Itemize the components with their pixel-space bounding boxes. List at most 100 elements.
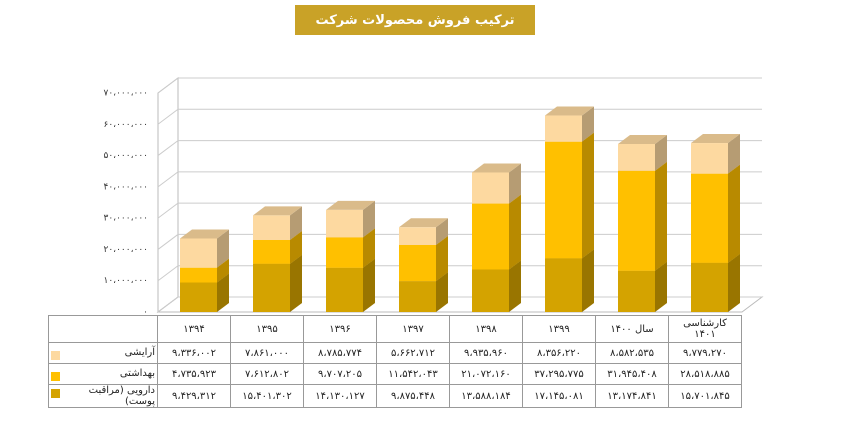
- bar: [691, 164, 740, 263]
- bar-top: [399, 218, 448, 228]
- bar-front: [399, 281, 436, 312]
- bar-front: [180, 238, 217, 268]
- category-label: ۱۳۹۴: [157, 315, 231, 343]
- bar-top: [253, 206, 302, 216]
- value-label: ۹،۹۳۵،۹۶۰: [449, 342, 523, 364]
- value-label: ۳۱،۹۴۵،۴۰۸: [595, 363, 669, 385]
- bar-front: [472, 203, 509, 270]
- bar-side: [290, 254, 302, 312]
- bar-front: [545, 258, 582, 312]
- y-tick-label: ۷۰،۰۰۰،۰۰۰: [104, 89, 148, 99]
- bar-top: [180, 229, 229, 239]
- y-tick-label: ۱۰،۰۰۰،۰۰۰: [104, 276, 148, 286]
- chart-title: ترکیب فروش محصولات شرکت: [295, 5, 535, 35]
- value-label: ۱۳،۵۸۸،۱۸۴: [449, 384, 523, 408]
- value-label: ۹،۸۷۵،۴۴۸: [376, 384, 450, 408]
- y-tick-label: ۵۰،۰۰۰،۰۰۰: [104, 151, 148, 161]
- bar-side: [436, 218, 448, 245]
- bar-side: [436, 235, 448, 282]
- grid-line: [157, 265, 762, 282]
- grid-line: [157, 77, 762, 94]
- value-label: ۱۳،۱۷۴،۸۴۱: [595, 384, 669, 408]
- y-tick-label: ۴۰،۰۰۰،۰۰۰: [104, 182, 148, 192]
- bar-front: [618, 170, 655, 271]
- y-tick-label: ۲۰،۰۰۰،۰۰۰: [104, 245, 148, 255]
- bar-side: [509, 260, 521, 312]
- y-tick-label: ۳۰،۰۰۰،۰۰۰: [104, 214, 148, 224]
- bar-front: [472, 172, 509, 204]
- bar: [472, 163, 521, 204]
- bar-front: [618, 270, 655, 312]
- bar-side: [655, 261, 667, 312]
- legend-cell: آرایشی: [48, 342, 158, 364]
- bar-top: [691, 134, 740, 144]
- bar-top: [545, 106, 594, 116]
- bar-front: [472, 269, 509, 312]
- bar: [545, 106, 594, 142]
- bar-side: [217, 229, 229, 268]
- bar-front: [545, 115, 582, 142]
- category-label: سال ۱۴۰۰: [595, 315, 669, 343]
- value-label: ۱۴،۱۳۰،۱۲۷: [303, 384, 377, 408]
- bar: [326, 200, 375, 238]
- legend-label: دارویی (مراقبت پوست): [88, 385, 155, 407]
- bar-side: [363, 258, 375, 312]
- data-table: ۱۳۹۴ ۱۳۹۵ ۱۳۹۶ ۱۳۹۷ ۱۳۹۸ ۱۳۹۹ سال ۱۴۰۰ کارشناسی…: [48, 315, 742, 408]
- grid-line: [157, 233, 762, 250]
- legend-swatch: [51, 350, 60, 360]
- bar-front: [326, 267, 363, 312]
- legend-swatch: [51, 389, 60, 398]
- grid-line: [157, 296, 762, 313]
- bar: [618, 134, 667, 171]
- bar-side: [655, 161, 667, 271]
- bar-side: [728, 253, 740, 312]
- value-label: ۹،۷۰۷،۲۰۵: [303, 363, 377, 385]
- bar-front: [691, 173, 728, 263]
- floor: [156, 296, 764, 313]
- bar-front: [180, 267, 217, 283]
- legend-label: بهداشتی: [119, 367, 155, 379]
- bar: [253, 206, 302, 240]
- back-wall: [157, 77, 179, 313]
- bar: [472, 194, 521, 270]
- bar: [618, 161, 667, 271]
- legend-cell: دارویی (مراقبت پوست): [48, 384, 158, 408]
- value-label: ۸،۳۵۶،۲۲۰: [522, 342, 596, 364]
- category-label: ۱۳۹۵: [230, 315, 304, 343]
- value-label: ۸،۷۸۵،۷۷۴: [303, 342, 377, 364]
- bar-front: [399, 244, 436, 282]
- bar-top: [618, 134, 667, 144]
- bar-side: [655, 134, 667, 171]
- header-row: ۱۳۹۴ ۱۳۹۵ ۱۳۹۶ ۱۳۹۷ ۱۳۹۸ ۱۳۹۹ سال ۱۴۰۰ کارشناسی…: [48, 315, 742, 343]
- bar-side: [290, 206, 302, 240]
- bar-front: [326, 237, 363, 268]
- y-tick-label: ۶۰،۰۰۰،۰۰۰: [104, 120, 148, 130]
- bar-side: [582, 132, 594, 259]
- bar-front: [399, 227, 436, 245]
- bar: [180, 229, 229, 268]
- y-tick-label: ۰: [143, 308, 148, 318]
- bar: [545, 132, 594, 259]
- bar-front: [180, 282, 217, 312]
- category-label: ۱۳۹۷: [376, 315, 450, 343]
- bar-front: [691, 262, 728, 312]
- bar: [326, 258, 375, 312]
- bar-side: [363, 228, 375, 268]
- series-row: آرایشی ۹،۳۳۶،۰۰۲ ۷،۸۶۱،۰۰۰ ۸،۷۸۵،۷۷۴ ۵،۶۶۲،۷…: [48, 342, 742, 364]
- value-label: ۵،۶۶۲،۷۱۲: [376, 342, 450, 364]
- value-label: ۹،۴۲۹،۳۱۲: [157, 384, 231, 408]
- value-label: ۱۱،۵۴۲،۰۴۳: [376, 363, 450, 385]
- value-label: ۷،۶۱۲،۸۰۲: [230, 363, 304, 385]
- value-label: ۷،۸۶۱،۰۰۰: [230, 342, 304, 364]
- value-label: ۳۷،۲۹۵،۷۷۵: [522, 363, 596, 385]
- bar: [691, 134, 740, 174]
- bar-side: [728, 164, 740, 263]
- value-label: ۱۵،۴۰۱،۳۰۲: [230, 384, 304, 408]
- bar-side: [217, 258, 229, 283]
- bar-front: [253, 263, 290, 312]
- series-row: بهداشتی ۴،۷۳۵،۹۲۳ ۷،۶۱۲،۸۰۲ ۹،۷۰۷،۲۰۵ ۱۱،۵۴۲…: [48, 363, 742, 385]
- bar-front: [253, 215, 290, 240]
- legend-swatch: [51, 371, 60, 381]
